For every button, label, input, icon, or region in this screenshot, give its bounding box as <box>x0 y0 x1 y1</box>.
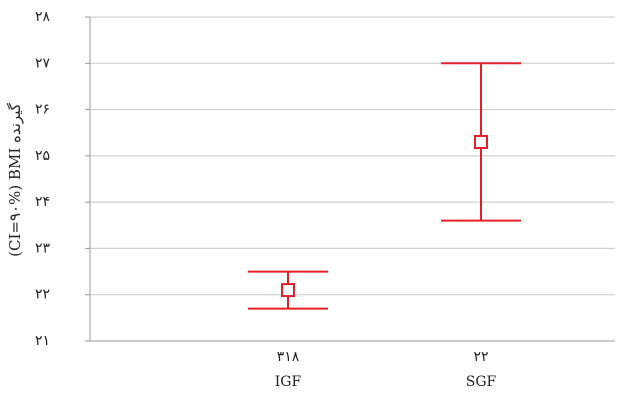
n-label: ۲۲ <box>473 349 488 365</box>
mean-marker <box>281 283 295 298</box>
y-tick-label: ۲۳ <box>35 240 51 256</box>
y-tick-label: ۲۶ <box>35 102 50 118</box>
y-tick-label: ۲۷ <box>35 55 51 71</box>
y-tick-label: ۲۵ <box>35 148 50 164</box>
x-tick-label: IGF <box>275 374 302 390</box>
x-tick-label: SGF <box>466 374 497 390</box>
y-tick-label: ۲۱ <box>35 333 50 349</box>
y-tick-label: ۲۸ <box>35 9 51 25</box>
mean-marker <box>474 134 488 149</box>
y-tick-label: ۲۲ <box>35 287 50 303</box>
y-tick-label: ۲۴ <box>35 194 50 210</box>
n-label: ۳۱۸ <box>277 349 300 365</box>
y-axis-label: (CI=۹۰%) BMI گیرنده <box>6 102 24 257</box>
